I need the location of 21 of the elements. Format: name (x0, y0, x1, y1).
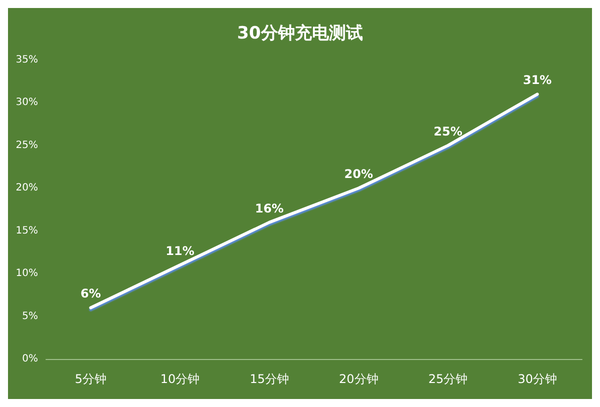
y-tick-label: 25% (16, 140, 38, 151)
x-tick-label: 15分钟 (250, 372, 289, 386)
x-tick-label: 30分钟 (518, 372, 557, 386)
data-label: 25% (434, 124, 462, 138)
x-tick-label: 10分钟 (160, 372, 200, 386)
data-label: 20% (344, 167, 374, 182)
chart-title: 30分钟充电测试 (237, 24, 363, 44)
data-label: 6% (80, 286, 101, 301)
y-tick-label: 20% (16, 182, 38, 194)
y-tick-label: 0% (22, 354, 38, 364)
x-tick-label: 5分钟 (74, 372, 106, 386)
data-label: 31% (522, 73, 552, 88)
x-tick-label: 25分钟 (428, 372, 468, 386)
y-tick-label: 5% (22, 310, 38, 322)
data-label: 16% (254, 201, 284, 216)
y-tick-label: 15% (16, 225, 38, 236)
x-tick-label: 20分钟 (339, 372, 378, 386)
y-tick-label: 10% (16, 268, 38, 280)
y-tick-label: 30% (16, 97, 38, 108)
data-label: 11% (166, 244, 194, 258)
y-tick-label: 35% (16, 54, 38, 66)
